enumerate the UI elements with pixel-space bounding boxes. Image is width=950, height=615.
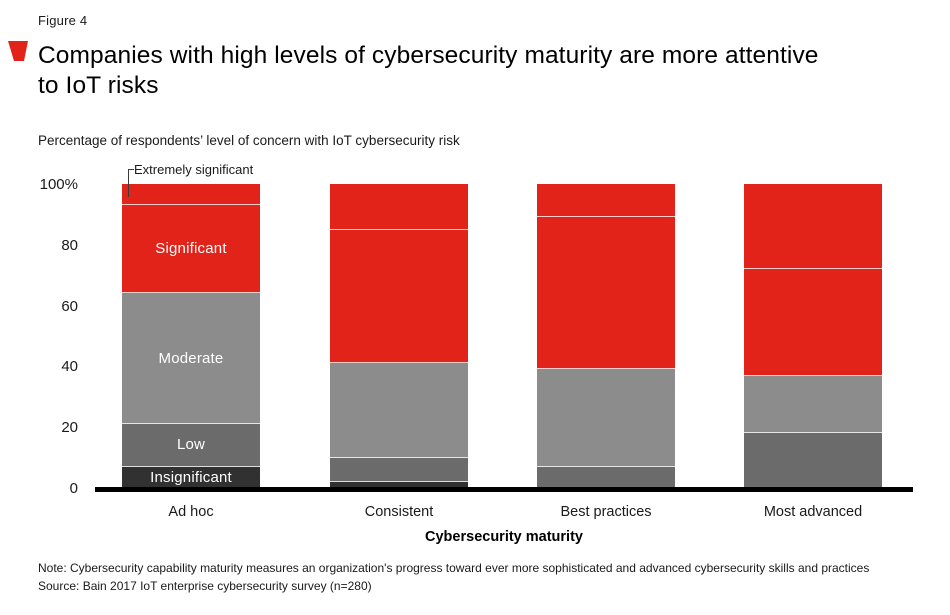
x-axis-baseline: [95, 487, 913, 492]
y-tick-label-60: 60: [61, 298, 78, 315]
segment-significant-most-advanced: [744, 269, 882, 376]
callout-connector-vertical: [128, 169, 129, 197]
segment-insignificant-ad-hoc: Insignificant: [122, 466, 260, 488]
segment-extremely-significant-consistent: [330, 184, 468, 230]
segment-significant-best-practices: [537, 217, 675, 370]
segment-low-best-practices: [537, 466, 675, 488]
x-axis-title: Cybersecurity maturity: [425, 529, 583, 545]
y-tick-label-100-: 100%: [39, 176, 78, 193]
x-axis-label-most-advanced: Most advanced: [763, 504, 863, 520]
segment-significant-ad-hoc: Significant: [122, 205, 260, 294]
x-axis-category-labels: Ad hoc Consistent Best practices Most advan…: [0, 504, 950, 524]
x-axis-label-consistent: Consistent: [364, 504, 434, 520]
stacked-bar-plot-area: Insignificant Low Moderate Significant: [0, 184, 950, 488]
segment-label-significant: Significant: [155, 240, 227, 258]
segment-low-ad-hoc: Low: [122, 424, 260, 467]
y-tick-label-80: 80: [61, 237, 78, 254]
extremely-significant-callout-label: Extremely significant: [134, 162, 254, 177]
bar-most-advanced: [744, 184, 882, 488]
figure-title-line2: to IoT risks: [38, 72, 159, 99]
segment-low-consistent: [330, 457, 468, 482]
y-axis: 100% 80 60 40 20 0: [0, 0, 78, 500]
segment-moderate-consistent: [330, 363, 468, 458]
segment-moderate-most-advanced: [744, 375, 882, 434]
figure-title: Companies with high levels of cybersecur…: [38, 41, 940, 101]
segment-extremely-significant-most-advanced: [744, 184, 882, 270]
bar-best-practices: [537, 184, 675, 488]
y-tick-label-0: 0: [69, 480, 78, 497]
footnotes: Note: Cybersecurity capability maturity …: [38, 560, 943, 595]
segment-moderate-best-practices: [537, 369, 675, 467]
bar-consistent: [330, 184, 468, 488]
source-line: Source: Bain 2017 IoT enterprise cyberse…: [38, 578, 372, 593]
segment-label-moderate: Moderate: [158, 349, 224, 367]
segment-label-low: Low: [176, 436, 206, 454]
bain-red-flag-icon: [8, 41, 28, 61]
segment-extremely-significant-best-practices: [537, 184, 675, 218]
note-line: Note: Cybersecurity capability maturity …: [38, 561, 870, 575]
figure-number-label: Figure 4: [38, 13, 88, 28]
segment-significant-consistent: [330, 229, 468, 364]
segment-insignificant-consistent: [330, 481, 468, 488]
callout-connector-horizontal: [128, 169, 134, 170]
segment-extremely-significant-ad-hoc: [122, 184, 260, 206]
y-tick-label-40: 40: [61, 358, 78, 375]
bar-ad-hoc: Insignificant Low Moderate Significant: [122, 184, 260, 488]
segment-moderate-ad-hoc: Moderate: [122, 293, 260, 425]
segment-low-most-advanced: [744, 433, 882, 488]
x-axis-label-ad-hoc: Ad hoc: [168, 504, 214, 520]
figure-title-line1: Companies with high levels of cybersecur…: [38, 42, 819, 69]
y-tick-label-20: 20: [61, 419, 78, 436]
segment-label-insignificant: Insignificant: [150, 468, 232, 486]
chart-subtitle: Percentage of respondents’ level of conc…: [38, 133, 460, 148]
x-axis-label-best-practices: Best practices: [560, 504, 652, 520]
